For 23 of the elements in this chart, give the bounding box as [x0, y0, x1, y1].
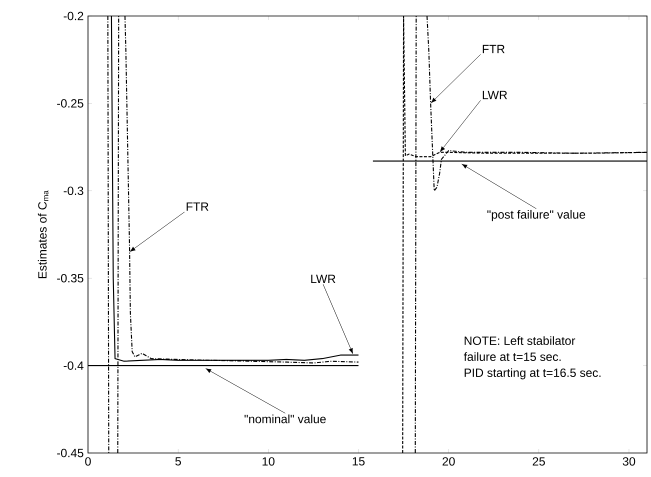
- annotation: failure at t=15 sec.: [464, 352, 561, 361]
- y-tick-label: -0.45: [57, 448, 84, 458]
- y-tick-label: -0.35: [57, 274, 84, 282]
- y-tick-label: -0.4: [64, 361, 84, 370]
- y-tick-label: -0.25: [57, 99, 84, 108]
- y-tick-label: -0.3: [64, 186, 84, 196]
- annotation: NOTE: Left stabilator: [464, 336, 576, 345]
- annotation: "post failure" value: [487, 210, 586, 222]
- annotation: LWR: [482, 90, 508, 100]
- annotation: PID starting at t=16.5 sec.: [464, 368, 601, 380]
- annotation: LWR: [311, 274, 336, 283]
- annotation: "nominal" value: [244, 414, 326, 424]
- x-tick-label: 0: [85, 457, 91, 466]
- annotation: FTR: [482, 44, 505, 54]
- annotation: FTR: [186, 202, 208, 211]
- x-tick-label: 15: [352, 457, 365, 466]
- x-tick-label: 5: [175, 457, 181, 466]
- x-tick-label: 25: [532, 457, 545, 466]
- y-tick-label: -0.2: [64, 12, 84, 20]
- x-tick-label: 30: [622, 457, 636, 466]
- x-tick-label: 20: [442, 457, 455, 466]
- x-tick-label: 10: [262, 457, 275, 466]
- y-axis-title: Estimates of C$_{ma}$: [38, 190, 48, 278]
